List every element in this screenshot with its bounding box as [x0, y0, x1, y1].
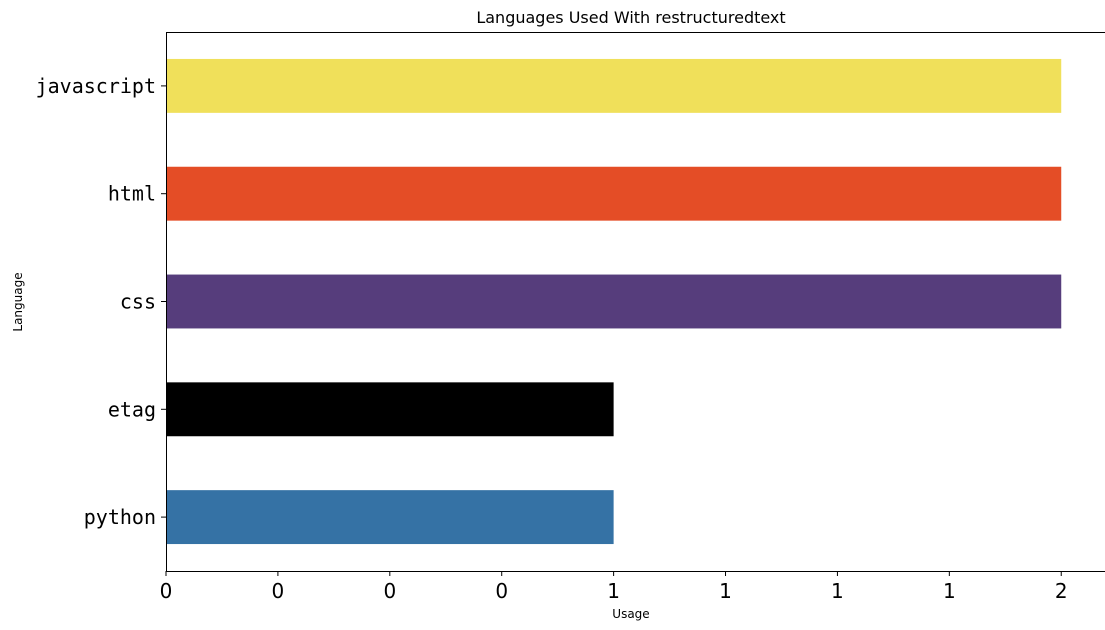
y-tick-label-etag: etag	[108, 397, 156, 421]
bar-etag	[166, 382, 614, 437]
bars-group	[166, 58, 1062, 545]
bar-javascript	[166, 58, 1062, 113]
bar-css	[166, 274, 1062, 329]
y-ticks-group: javascript html css etag python	[36, 74, 166, 529]
y-tick-label-javascript: javascript	[36, 74, 156, 98]
bar-python	[166, 490, 614, 545]
x-tick-label: 2	[1055, 579, 1068, 603]
y-tick-label-python: python	[84, 505, 156, 529]
chart-title: Languages Used With restructuredtext	[476, 8, 785, 27]
x-ticks-group: 0 0 0 0 1 1 1 1 2	[160, 571, 1068, 603]
plot-frame	[166, 32, 1105, 572]
x-tick-label: 0	[495, 579, 508, 603]
y-axis-label: Language	[11, 272, 25, 331]
y-tick-label-html: html	[108, 182, 156, 206]
x-tick-label: 1	[943, 579, 956, 603]
x-tick-label: 1	[831, 579, 844, 603]
y-tick-label-css: css	[120, 290, 156, 314]
x-tick-label: 0	[383, 579, 396, 603]
bar-html	[166, 166, 1062, 221]
x-tick-label: 1	[719, 579, 732, 603]
x-tick-label: 0	[272, 579, 285, 603]
x-axis-label: Usage	[612, 607, 649, 621]
x-tick-label: 0	[160, 579, 173, 603]
x-tick-label: 1	[607, 579, 620, 603]
